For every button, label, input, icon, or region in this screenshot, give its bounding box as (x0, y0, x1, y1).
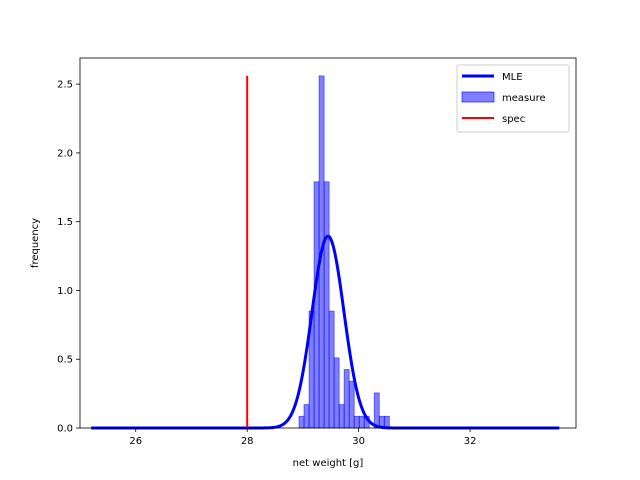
histogram-bar (358, 415, 365, 429)
histogram-bar (343, 369, 350, 429)
histogram-bar (333, 357, 340, 429)
histogram-bar (373, 392, 380, 429)
x-tick-label: 28 (241, 436, 254, 447)
histogram-bar (298, 415, 305, 429)
plot-frame (79, 57, 577, 429)
x-tick-label: 30 (352, 436, 365, 447)
legend-spec-label: spec (502, 114, 525, 125)
legend-measure-label: measure (502, 93, 546, 104)
legend-mle-label: MLE (502, 72, 523, 83)
y-tick-label: 1.5 (57, 217, 73, 228)
histogram-bar (348, 380, 355, 429)
y-tick-label: 1.0 (57, 286, 73, 297)
histogram-bar (313, 181, 320, 429)
histogram-bar (338, 404, 345, 429)
y-tick-label: 2.0 (57, 148, 73, 159)
x-axis-ticks: 26 28 30 32 (129, 428, 476, 447)
y-axis-label: frequency (30, 218, 41, 268)
histogram-bar (323, 181, 330, 429)
y-tick-label: 0.0 (57, 424, 73, 435)
legend-box (456, 64, 570, 133)
y-axis-ticks: 0.0 0.5 1.0 1.5 2.0 2.5 (57, 80, 80, 435)
x-tick-label: 32 (464, 436, 477, 447)
x-axis-label: net weight [g] (293, 458, 364, 469)
legend: MLE measure spec (456, 64, 570, 133)
histogram-bar (328, 310, 335, 429)
histogram-bar (303, 404, 310, 429)
histogram-bar (353, 415, 360, 429)
y-tick-label: 2.5 (57, 80, 73, 91)
x-tick-label: 26 (129, 436, 142, 447)
legend-measure-swatch (461, 91, 495, 103)
y-tick-label: 0.5 (57, 355, 73, 366)
